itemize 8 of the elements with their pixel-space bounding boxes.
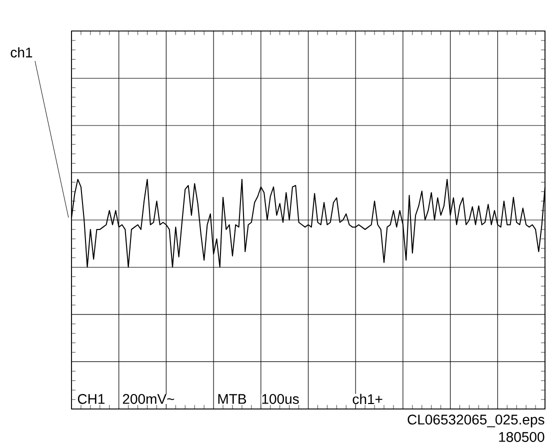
- text: 100us: [262, 394, 299, 404]
- text: CL06532065_025.eps: [408, 414, 544, 428]
- text: ch1+: [352, 394, 382, 404]
- text: ch1: [10, 47, 32, 58]
- text: 200mV~: [122, 394, 174, 404]
- text: 180500: [499, 432, 544, 442]
- text: CH1: [78, 394, 105, 404]
- text: MTB: [218, 394, 246, 404]
